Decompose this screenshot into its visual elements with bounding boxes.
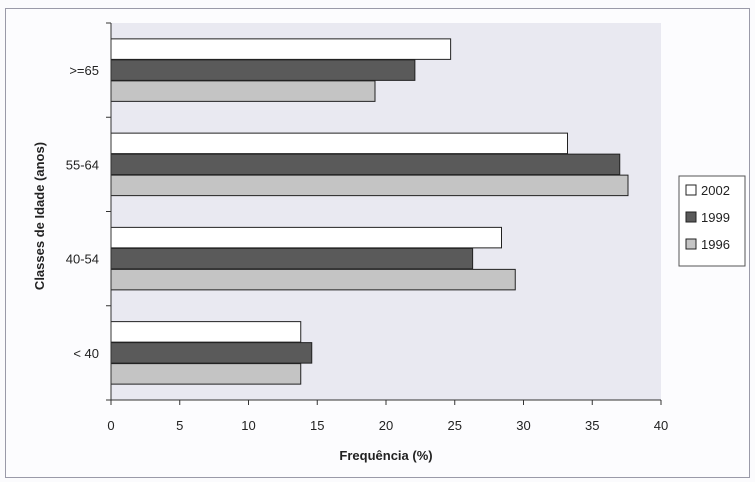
bar-1999-2	[110, 247, 474, 270]
y-tick-label: >=65	[69, 63, 99, 78]
bar-1999-0	[110, 59, 416, 81]
legend-label-1996: 1996	[701, 237, 730, 252]
x-tick-label: 5	[176, 418, 183, 433]
x-tick-label: 35	[585, 418, 599, 433]
bar-1996-0	[110, 80, 376, 102]
y-tick-label: 40-54	[66, 252, 99, 267]
y-tick-label: < 40	[73, 346, 99, 361]
x-tick-label: 0	[107, 418, 114, 433]
x-tick-label: 25	[448, 418, 462, 433]
legend: 2002 1999 1996	[678, 175, 746, 267]
x-tick-labels: 0 5 10 15 20 25 30 35 40	[107, 418, 668, 433]
axes-group	[106, 22, 662, 405]
y-axis-label: Classes de Idade (anos)	[32, 142, 47, 290]
bar-2002-1	[110, 132, 568, 155]
bar-1996-2	[110, 268, 516, 291]
x-axis-label: Frequência (%)	[339, 448, 432, 463]
y-tick-label: 55-64	[66, 157, 99, 172]
bars-group	[110, 38, 629, 385]
bar-2002-2	[110, 226, 502, 249]
legend-swatch-1999	[685, 211, 697, 223]
bar-1999-1	[110, 153, 621, 176]
x-tick-label: 15	[310, 418, 324, 433]
legend-swatch-1996	[685, 238, 697, 250]
x-tick-label: 20	[379, 418, 393, 433]
bar-2002-0	[110, 38, 452, 60]
bar-2002-3	[110, 321, 302, 343]
legend-label-1999: 1999	[701, 210, 730, 225]
x-tick-label: 10	[241, 418, 255, 433]
legend-label-2002: 2002	[701, 183, 730, 198]
x-tick-label: 40	[654, 418, 668, 433]
y-tick-labels: >=65 55-64 40-54 < 40	[66, 63, 99, 361]
bar-1996-3	[110, 363, 302, 385]
bar-1999-3	[110, 342, 313, 364]
x-tick-label: 30	[516, 418, 530, 433]
legend-swatch-2002	[685, 184, 697, 196]
bar-1996-1	[110, 174, 629, 197]
